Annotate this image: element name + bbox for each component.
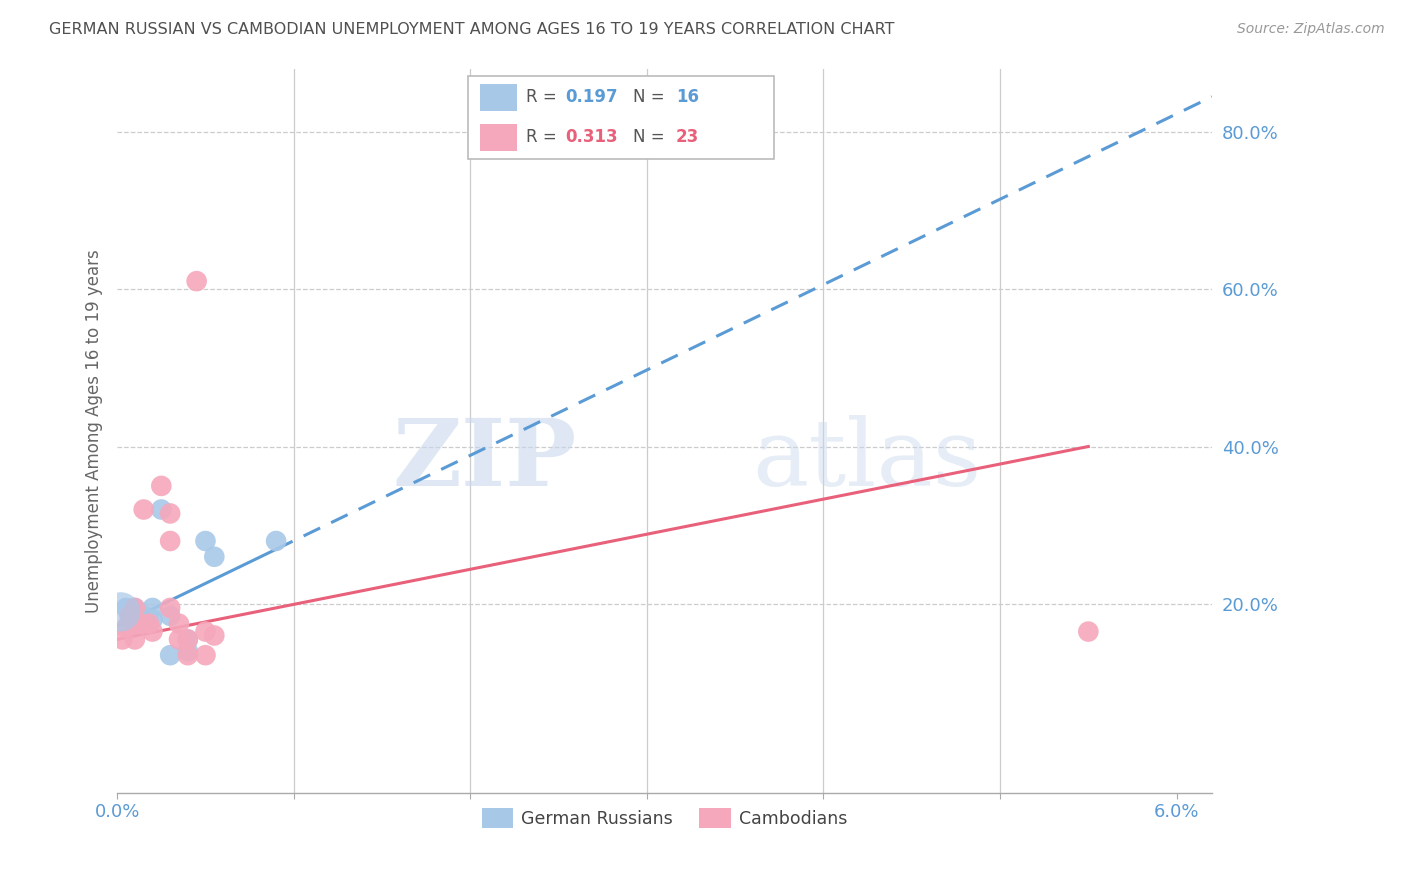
Point: [129, 616, 152, 631]
Point: [120, 608, 142, 623]
Point: [132, 502, 155, 516]
Point: [159, 507, 181, 521]
Point: [159, 608, 181, 623]
Point: [111, 632, 134, 647]
Point: [141, 601, 163, 615]
Point: [194, 624, 217, 639]
Point: [167, 616, 190, 631]
Point: [124, 632, 146, 647]
Point: [124, 601, 146, 615]
Point: [194, 534, 217, 549]
Point: [118, 608, 141, 623]
Point: [150, 479, 173, 493]
Legend: German Russians, Cambodians: German Russians, Cambodians: [475, 801, 855, 835]
Point: [127, 608, 149, 623]
Point: [167, 632, 190, 647]
Point: [186, 274, 208, 288]
Point: [150, 502, 173, 516]
Point: [141, 613, 163, 627]
Point: [177, 644, 200, 658]
Point: [110, 605, 132, 619]
Point: [159, 534, 181, 549]
Point: [202, 549, 225, 564]
Point: [194, 648, 217, 663]
Point: [115, 621, 138, 635]
Text: ZIP: ZIP: [392, 415, 576, 505]
Y-axis label: Unemployment Among Ages 16 to 19 years: Unemployment Among Ages 16 to 19 years: [86, 249, 103, 613]
Point: [124, 601, 146, 615]
Point: [132, 608, 155, 623]
Point: [138, 616, 160, 631]
Point: [141, 624, 163, 639]
Point: [124, 616, 146, 631]
Point: [202, 628, 225, 642]
Point: [115, 601, 138, 615]
Point: [159, 648, 181, 663]
Text: atlas: atlas: [752, 415, 981, 505]
Text: GERMAN RUSSIAN VS CAMBODIAN UNEMPLOYMENT AMONG AGES 16 TO 19 YEARS CORRELATION C: GERMAN RUSSIAN VS CAMBODIAN UNEMPLOYMENT…: [49, 22, 894, 37]
Text: Source: ZipAtlas.com: Source: ZipAtlas.com: [1237, 22, 1385, 37]
Point: [177, 648, 200, 663]
Point: [124, 616, 146, 631]
Point: [159, 601, 181, 615]
Point: [264, 534, 287, 549]
Point: [177, 632, 200, 647]
Point: [177, 632, 200, 647]
Point: [1077, 624, 1099, 639]
